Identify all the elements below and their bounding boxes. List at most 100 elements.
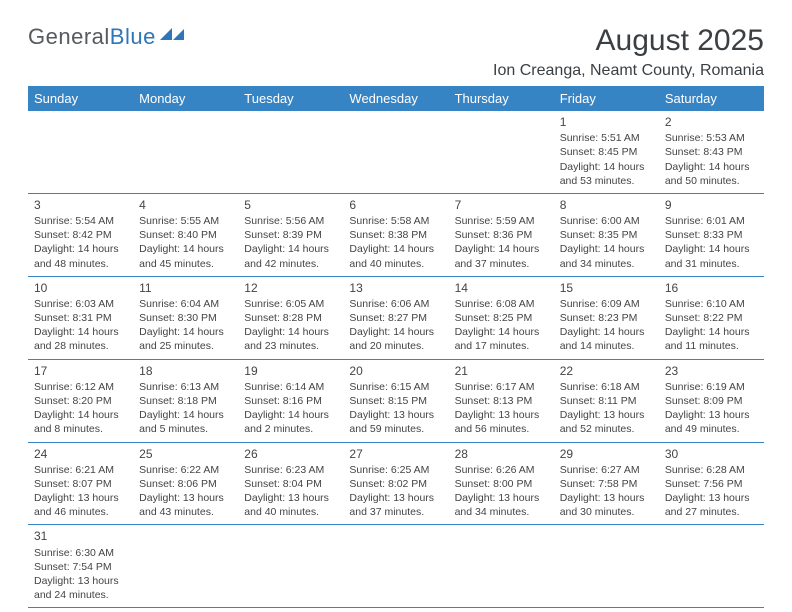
sunrise-text: Sunrise: 6:03 AM bbox=[34, 297, 127, 311]
sunset-text: Sunset: 8:13 PM bbox=[455, 394, 548, 408]
day-cell: 19Sunrise: 6:14 AMSunset: 8:16 PMDayligh… bbox=[238, 360, 343, 442]
day-number: 19 bbox=[244, 363, 337, 379]
sunrise-text: Sunrise: 6:09 AM bbox=[560, 297, 653, 311]
daylight-text: Daylight: 14 hours and 48 minutes. bbox=[34, 242, 127, 270]
daylight-text: Daylight: 13 hours and 24 minutes. bbox=[34, 574, 127, 602]
sunrise-text: Sunrise: 6:15 AM bbox=[349, 380, 442, 394]
sunset-text: Sunset: 8:39 PM bbox=[244, 228, 337, 242]
day-header-cell: Sunday bbox=[28, 86, 133, 111]
day-cell: 25Sunrise: 6:22 AMSunset: 8:06 PMDayligh… bbox=[133, 443, 238, 525]
empty-cell bbox=[659, 525, 764, 607]
calendar: SundayMondayTuesdayWednesdayThursdayFrid… bbox=[28, 86, 764, 608]
daylight-text: Daylight: 14 hours and 42 minutes. bbox=[244, 242, 337, 270]
sunrise-text: Sunrise: 6:26 AM bbox=[455, 463, 548, 477]
day-number: 9 bbox=[665, 197, 758, 213]
empty-cell bbox=[133, 525, 238, 607]
sunrise-text: Sunrise: 6:27 AM bbox=[560, 463, 653, 477]
sunset-text: Sunset: 8:02 PM bbox=[349, 477, 442, 491]
day-number: 5 bbox=[244, 197, 337, 213]
day-number: 27 bbox=[349, 446, 442, 462]
header: GeneralBlue August 2025 Ion Creanga, Nea… bbox=[28, 24, 764, 80]
daylight-text: Daylight: 13 hours and 49 minutes. bbox=[665, 408, 758, 436]
day-cell: 8Sunrise: 6:00 AMSunset: 8:35 PMDaylight… bbox=[554, 194, 659, 276]
day-cell: 10Sunrise: 6:03 AMSunset: 8:31 PMDayligh… bbox=[28, 277, 133, 359]
sunrise-text: Sunrise: 6:14 AM bbox=[244, 380, 337, 394]
week-row: 31Sunrise: 6:30 AMSunset: 7:54 PMDayligh… bbox=[28, 525, 764, 608]
daylight-text: Daylight: 14 hours and 5 minutes. bbox=[139, 408, 232, 436]
daylight-text: Daylight: 14 hours and 14 minutes. bbox=[560, 325, 653, 353]
week-row: 17Sunrise: 6:12 AMSunset: 8:20 PMDayligh… bbox=[28, 360, 764, 443]
day-cell: 1Sunrise: 5:51 AMSunset: 8:45 PMDaylight… bbox=[554, 111, 659, 193]
daylight-text: Daylight: 13 hours and 37 minutes. bbox=[349, 491, 442, 519]
daylight-text: Daylight: 14 hours and 2 minutes. bbox=[244, 408, 337, 436]
day-number: 12 bbox=[244, 280, 337, 296]
weeks-container: 1Sunrise: 5:51 AMSunset: 8:45 PMDaylight… bbox=[28, 111, 764, 608]
day-number: 31 bbox=[34, 528, 127, 544]
day-number: 21 bbox=[455, 363, 548, 379]
day-cell: 15Sunrise: 6:09 AMSunset: 8:23 PMDayligh… bbox=[554, 277, 659, 359]
sunrise-text: Sunrise: 6:05 AM bbox=[244, 297, 337, 311]
sunrise-text: Sunrise: 5:55 AM bbox=[139, 214, 232, 228]
sunset-text: Sunset: 8:43 PM bbox=[665, 145, 758, 159]
day-number: 26 bbox=[244, 446, 337, 462]
week-row: 1Sunrise: 5:51 AMSunset: 8:45 PMDaylight… bbox=[28, 111, 764, 194]
daylight-text: Daylight: 14 hours and 17 minutes. bbox=[455, 325, 548, 353]
sunset-text: Sunset: 8:25 PM bbox=[455, 311, 548, 325]
daylight-text: Daylight: 13 hours and 34 minutes. bbox=[455, 491, 548, 519]
day-number: 3 bbox=[34, 197, 127, 213]
sunset-text: Sunset: 8:40 PM bbox=[139, 228, 232, 242]
day-number: 10 bbox=[34, 280, 127, 296]
day-cell: 14Sunrise: 6:08 AMSunset: 8:25 PMDayligh… bbox=[449, 277, 554, 359]
daylight-text: Daylight: 14 hours and 34 minutes. bbox=[560, 242, 653, 270]
daylight-text: Daylight: 14 hours and 40 minutes. bbox=[349, 242, 442, 270]
sunset-text: Sunset: 8:06 PM bbox=[139, 477, 232, 491]
empty-cell bbox=[449, 111, 554, 193]
location-subtitle: Ion Creanga, Neamt County, Romania bbox=[493, 62, 764, 80]
empty-cell bbox=[238, 111, 343, 193]
sunset-text: Sunset: 8:30 PM bbox=[139, 311, 232, 325]
day-number: 29 bbox=[560, 446, 653, 462]
sunset-text: Sunset: 8:23 PM bbox=[560, 311, 653, 325]
day-number: 25 bbox=[139, 446, 232, 462]
sunrise-text: Sunrise: 6:00 AM bbox=[560, 214, 653, 228]
day-header-cell: Thursday bbox=[449, 86, 554, 111]
logo-word2: Blue bbox=[110, 24, 156, 49]
sunrise-text: Sunrise: 6:12 AM bbox=[34, 380, 127, 394]
day-cell: 30Sunrise: 6:28 AMSunset: 7:56 PMDayligh… bbox=[659, 443, 764, 525]
sunset-text: Sunset: 8:35 PM bbox=[560, 228, 653, 242]
daylight-text: Daylight: 13 hours and 40 minutes. bbox=[244, 491, 337, 519]
sunrise-text: Sunrise: 6:18 AM bbox=[560, 380, 653, 394]
day-cell: 17Sunrise: 6:12 AMSunset: 8:20 PMDayligh… bbox=[28, 360, 133, 442]
sunset-text: Sunset: 8:22 PM bbox=[665, 311, 758, 325]
sunrise-text: Sunrise: 6:17 AM bbox=[455, 380, 548, 394]
day-number: 20 bbox=[349, 363, 442, 379]
day-header-cell: Monday bbox=[133, 86, 238, 111]
daylight-text: Daylight: 14 hours and 28 minutes. bbox=[34, 325, 127, 353]
day-number: 18 bbox=[139, 363, 232, 379]
day-number: 6 bbox=[349, 197, 442, 213]
sunset-text: Sunset: 8:11 PM bbox=[560, 394, 653, 408]
sunrise-text: Sunrise: 6:10 AM bbox=[665, 297, 758, 311]
sunset-text: Sunset: 8:18 PM bbox=[139, 394, 232, 408]
day-number: 11 bbox=[139, 280, 232, 296]
day-cell: 11Sunrise: 6:04 AMSunset: 8:30 PMDayligh… bbox=[133, 277, 238, 359]
daylight-text: Daylight: 13 hours and 52 minutes. bbox=[560, 408, 653, 436]
day-cell: 12Sunrise: 6:05 AMSunset: 8:28 PMDayligh… bbox=[238, 277, 343, 359]
daylight-text: Daylight: 13 hours and 56 minutes. bbox=[455, 408, 548, 436]
sunrise-text: Sunrise: 6:08 AM bbox=[455, 297, 548, 311]
day-cell: 29Sunrise: 6:27 AMSunset: 7:58 PMDayligh… bbox=[554, 443, 659, 525]
sunset-text: Sunset: 8:15 PM bbox=[349, 394, 442, 408]
day-cell: 27Sunrise: 6:25 AMSunset: 8:02 PMDayligh… bbox=[343, 443, 448, 525]
day-number: 22 bbox=[560, 363, 653, 379]
day-cell: 6Sunrise: 5:58 AMSunset: 8:38 PMDaylight… bbox=[343, 194, 448, 276]
daylight-text: Daylight: 14 hours and 11 minutes. bbox=[665, 325, 758, 353]
day-number: 28 bbox=[455, 446, 548, 462]
week-row: 10Sunrise: 6:03 AMSunset: 8:31 PMDayligh… bbox=[28, 277, 764, 360]
sunset-text: Sunset: 8:42 PM bbox=[34, 228, 127, 242]
daylight-text: Daylight: 14 hours and 20 minutes. bbox=[349, 325, 442, 353]
day-number: 13 bbox=[349, 280, 442, 296]
day-number: 15 bbox=[560, 280, 653, 296]
sunset-text: Sunset: 8:00 PM bbox=[455, 477, 548, 491]
logo-word1: General bbox=[28, 24, 110, 49]
day-cell: 20Sunrise: 6:15 AMSunset: 8:15 PMDayligh… bbox=[343, 360, 448, 442]
